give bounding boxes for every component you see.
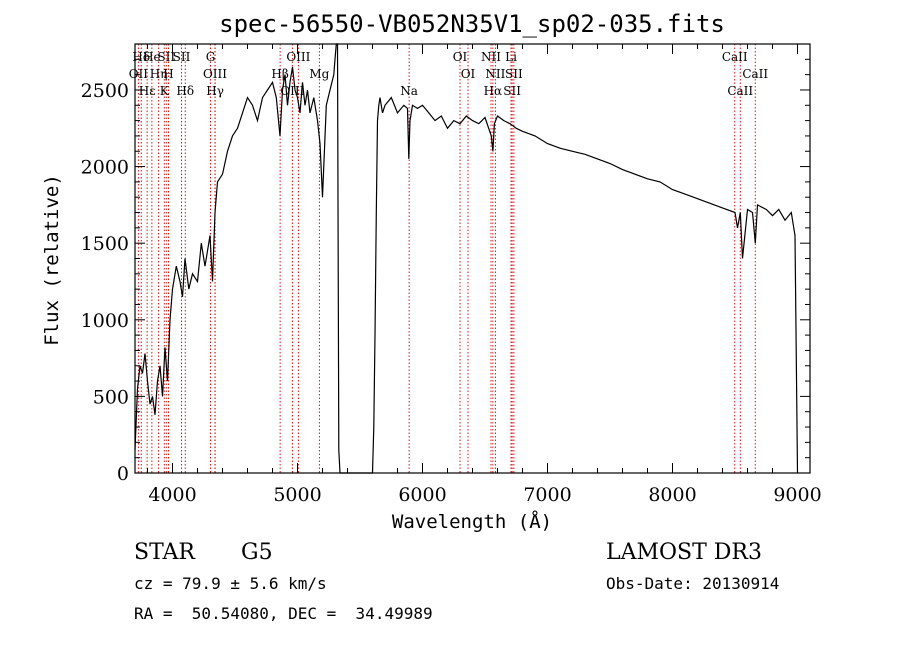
line-marker-label: Hδ (176, 84, 194, 98)
line-marker-label: Li (505, 50, 517, 64)
object-subclass: G5 (241, 540, 273, 565)
observation-date: Obs-Date: 20130914 (606, 574, 780, 593)
line-marker-label: Hβ (271, 67, 288, 81)
x-tick-label: 6000 (398, 484, 446, 506)
y-tick-label: 2500 (81, 80, 129, 102)
line-marker-label: H (163, 67, 173, 81)
line-marker-label: OIII (286, 50, 310, 64)
line-marker-label: Hη (150, 67, 168, 81)
line-marker-label: Na (400, 84, 418, 98)
line-marker-label: Mg (309, 67, 329, 81)
spectrum-series-line (134, 43, 799, 474)
survey-name: LAMOST DR3 (606, 540, 762, 565)
y-tick-label: 0 (117, 463, 129, 485)
x-tick-label: 9000 (773, 484, 821, 506)
line-marker-label: Hδ (132, 50, 150, 64)
coordinates-readout: RA = 50.54080, DEC = 34.49989 (134, 604, 433, 623)
x-tick-label: 8000 (648, 484, 696, 506)
line-marker-label: Hε (139, 84, 156, 98)
line-marker-label: Hγ (206, 84, 224, 98)
y-tick-label: 1500 (81, 233, 129, 255)
line-marker-label: NII (481, 50, 501, 64)
line-marker-label: K (160, 84, 170, 98)
y-tick-label: 1000 (81, 310, 129, 332)
plot-frame (134, 43, 811, 474)
line-marker-label: OI (461, 67, 476, 81)
line-marker-label: OII (129, 67, 149, 81)
y-tick-label: 2000 (81, 157, 129, 179)
line-marker-label: OI (453, 50, 468, 64)
line-marker-label: CaII (742, 67, 768, 81)
line-marker-label: SII (157, 50, 175, 64)
x-tick-label: 7000 (523, 484, 571, 506)
emission-line-markers (137, 44, 756, 473)
line-marker-label: SII (173, 50, 191, 64)
chart-title: spec-56550-VB052N35V1_sp02-035.fits (219, 10, 725, 38)
line-marker-label: OIII (203, 67, 227, 81)
y-axis-label: Flux (relative) (41, 174, 63, 346)
redshift-readout: cz = 79.9 ± 5.6 km/s (134, 574, 327, 593)
y-tick-label: 500 (93, 386, 129, 408)
line-marker-label: CaII (727, 84, 753, 98)
line-marker-label: CaII (722, 50, 748, 64)
x-axis-label: Wavelength (Å) (392, 510, 552, 533)
line-marker-label: NII (485, 67, 505, 81)
x-tick-label: 4000 (148, 484, 196, 506)
line-marker-label: SII (503, 84, 521, 98)
emission-line-labels: HδOIIHεHeHηKSIIHHδSIIOIIIHγGHβOIIIOIIIMg… (129, 50, 769, 98)
x-axis-ticks: 4000 5000 6000 7000 8000 9000 (147, 44, 822, 506)
line-marker-label: He (143, 50, 161, 64)
x-tick-label: 5000 (273, 484, 321, 506)
line-marker-label: SII (505, 67, 523, 81)
line-marker-label: Hα (484, 84, 503, 98)
y-axis-ticks: 0 500 1000 1500 2000 2500 (81, 58, 810, 485)
line-marker-label: G (206, 50, 216, 64)
object-class: STAR (134, 540, 195, 565)
